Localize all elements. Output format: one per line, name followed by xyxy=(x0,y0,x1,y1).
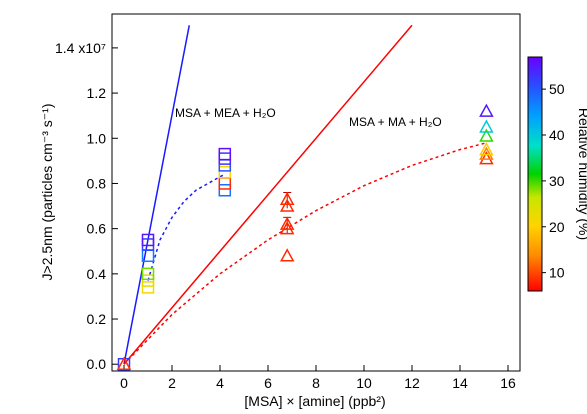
data-point-square xyxy=(218,177,232,190)
linear-fit-line xyxy=(123,24,413,365)
data-point-triangle xyxy=(279,248,295,262)
data-point-square xyxy=(218,165,232,179)
data-point-triangle xyxy=(479,103,494,117)
plot-frame xyxy=(111,13,521,372)
saturation-fit-curve xyxy=(147,173,226,281)
data-point-triangle xyxy=(479,151,494,165)
data-point-square xyxy=(141,267,155,281)
data-point-square xyxy=(218,159,232,172)
y-tick-label: 0.4 xyxy=(87,266,107,282)
x-tick-label: 16 xyxy=(500,375,516,391)
data-point-triangle xyxy=(479,119,494,133)
data-point-triangle xyxy=(279,198,295,212)
colorbar-tick-label: 30 xyxy=(549,173,565,189)
data-point-triangle xyxy=(479,146,494,160)
x-tick-label: 4 xyxy=(216,375,224,391)
data-point-triangle xyxy=(279,221,295,235)
colorbar-gradient xyxy=(527,56,543,292)
data-point-triangle xyxy=(479,142,494,156)
y-tick-label: 0.0 xyxy=(87,356,107,372)
fit-lines xyxy=(123,24,487,365)
data-point-triangle xyxy=(116,356,132,370)
x-tick-label: 2 xyxy=(168,375,176,391)
saturation-fit-curve xyxy=(123,142,487,365)
y-tick-label: 0.6 xyxy=(87,221,107,237)
series-label: MSA + MA + H₂O xyxy=(349,115,442,129)
x-axis-title: [MSA] × [amine] (ppb²) xyxy=(244,393,385,409)
data-point-square xyxy=(141,281,155,294)
data-point-triangle xyxy=(479,128,494,142)
x-tick-label: 8 xyxy=(312,375,320,391)
data-point-square xyxy=(218,183,232,197)
series-label: MSA + MEA + H₂O xyxy=(175,106,276,120)
data-point-triangle xyxy=(279,191,295,206)
colorbar-tick-label: 20 xyxy=(549,219,565,235)
y-tick-label: 0.8 xyxy=(87,175,107,191)
y-tick-label: 0.2 xyxy=(87,311,107,327)
x-tick-label: 0 xyxy=(120,375,128,391)
axis-ticks: 0 2 4 6 8 10 12 14 16 0.0 0.2 0.4 0.6 0.8 1.0 1.2 1.4 x1… xyxy=(55,40,516,391)
series-annotations: MSA + MEA + H₂O MSA + MA + H₂O xyxy=(175,106,442,129)
colorbar-tick-label: 10 xyxy=(549,265,565,281)
y-tick-label: 1.4 x10⁷ xyxy=(55,40,106,56)
colorbar-tick-label: 40 xyxy=(549,127,565,143)
y-axis-title: J>2.5nm (particles cm⁻³ s⁻¹) xyxy=(39,104,55,281)
data-point-square xyxy=(218,147,232,161)
y-tick-label: 1.0 xyxy=(87,130,107,146)
data-point-square xyxy=(141,274,155,287)
data-point-square xyxy=(218,152,232,165)
colorbar-ticks: 10 20 30 40 50 xyxy=(542,81,565,281)
x-tick-label: 6 xyxy=(264,375,272,391)
x-tick-label: 14 xyxy=(452,375,468,391)
data-markers xyxy=(116,103,494,371)
x-tick-label: 12 xyxy=(404,375,420,391)
data-point-square xyxy=(141,233,155,247)
linear-fit-line xyxy=(123,25,191,365)
x-tick-label: 10 xyxy=(356,375,372,391)
y-tick-label: 1.2 xyxy=(87,85,107,101)
colorbar: 10 20 30 40 50 Relative humidity (%) xyxy=(527,56,587,292)
colorbar-tick-label: 50 xyxy=(549,81,565,97)
colorbar-label: Relative humidity (%) xyxy=(576,108,587,240)
data-point-triangle xyxy=(279,216,295,230)
